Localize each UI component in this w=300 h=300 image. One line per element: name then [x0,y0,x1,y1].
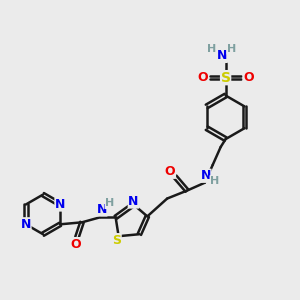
Text: O: O [165,165,176,178]
Text: N: N [21,218,31,231]
Text: N: N [201,169,211,182]
Text: H: H [105,199,114,208]
Text: S: S [220,71,231,85]
Text: S: S [112,234,121,247]
Text: N: N [55,198,65,211]
Text: O: O [243,71,254,84]
Text: O: O [197,71,208,84]
Text: N: N [97,203,107,216]
Text: N: N [217,50,227,62]
Text: H: H [207,44,216,54]
Text: H: H [210,176,219,186]
Text: O: O [71,238,81,250]
Text: N: N [128,195,139,208]
Text: H: H [227,44,236,54]
